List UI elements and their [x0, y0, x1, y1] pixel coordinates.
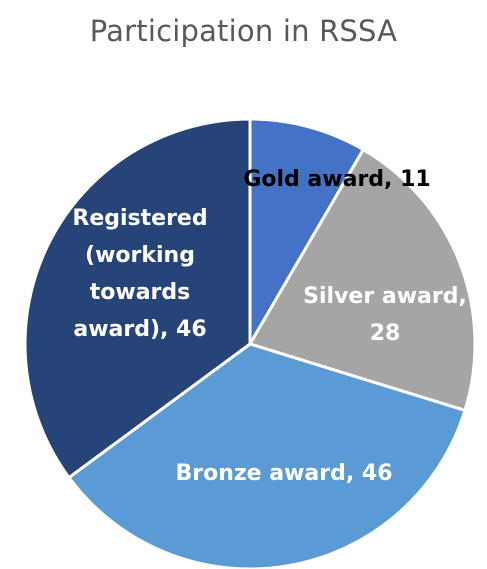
data-label-bronze-award: Bronze award, 46: [175, 461, 392, 486]
pie-slice-silver-award: [248, 148, 477, 412]
pie-slice-gold-award: [248, 117, 365, 346]
pie-slices: [23, 117, 477, 569]
data-label-gold-award: Gold award, 11: [243, 167, 430, 192]
data-label-silver-award: Silver award, 28: [303, 284, 467, 346]
pie-slice-bronze-award: [67, 342, 467, 569]
pie-slice-registered-working-towards-award: [23, 117, 252, 480]
pie-labels: Gold award, 11 Silver award, 28 Bronze awar…: [72, 167, 466, 486]
data-label-registered-working-towards-award: Registered (working towards award), 46: [72, 206, 207, 342]
chart-title: Participation in RSSA: [89, 14, 398, 48]
